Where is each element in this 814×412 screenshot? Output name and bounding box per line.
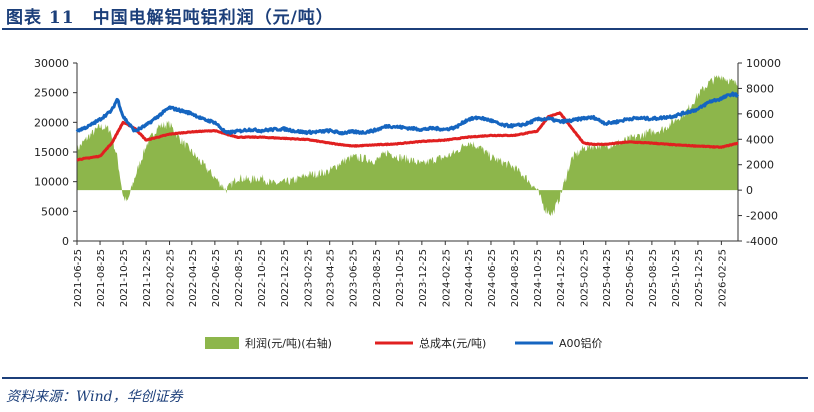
x-tick-label: 2025-10-25 <box>671 249 682 307</box>
left-tick-label: 0 <box>62 235 69 248</box>
x-tick-label: 2022-02-25 <box>166 249 177 307</box>
x-tick-label: 2023-04-25 <box>326 249 337 307</box>
legend-label: 总成本(元/吨) <box>419 336 486 350</box>
x-tick-label: 2021-10-25 <box>119 249 130 307</box>
x-tick-label: 2022-04-25 <box>188 249 199 307</box>
title-divider <box>2 28 808 30</box>
x-tick-label: 2021-06-25 <box>73 249 84 307</box>
x-tick-label: 2022-08-25 <box>234 249 245 307</box>
x-tick-label: 2022-10-25 <box>257 249 268 307</box>
right-tick-label: 0 <box>746 184 753 197</box>
x-tick-label: 2023-10-25 <box>395 249 406 307</box>
source-note: 资料来源：Wind，华创证券 <box>6 389 183 405</box>
left-tick-label: 25000 <box>34 87 69 100</box>
right-tick-label: -2000 <box>746 210 778 223</box>
x-tick-label: 2024-06-25 <box>487 249 498 307</box>
right-tick-label: 10000 <box>746 57 781 70</box>
legend-swatch-profit <box>205 337 239 349</box>
tick-labels-layer: 050001000015000200002500030000-4000-2000… <box>34 57 781 307</box>
profit-area-layer <box>77 75 738 217</box>
x-tick-label: 2022-06-25 <box>211 249 222 307</box>
x-tick-label: 2023-02-25 <box>303 249 314 307</box>
x-tick-label: 2024-04-25 <box>464 249 475 307</box>
lines-layer <box>75 91 740 162</box>
legend: 利润(元/吨)(右轴) 总成本(元/吨) A00铝价 <box>205 336 603 350</box>
x-tick-label: 2024-08-25 <box>510 249 521 307</box>
x-tick-label: 2026-02-25 <box>717 249 728 307</box>
x-tick-label: 2024-02-25 <box>441 249 452 307</box>
total-cost-line <box>76 111 739 162</box>
right-tick-label: 4000 <box>746 133 774 146</box>
right-tick-label: 2000 <box>746 159 774 172</box>
x-tick-label: 2023-08-25 <box>372 249 383 307</box>
a00-price-line <box>75 91 740 136</box>
x-tick-label: 2025-04-25 <box>602 249 613 307</box>
right-tick-label: 8000 <box>746 82 774 95</box>
x-tick-label: 2021-12-25 <box>142 249 153 307</box>
x-tick-label: 2024-12-25 <box>556 249 567 307</box>
x-tick-label: 2024-10-25 <box>533 249 544 307</box>
x-tick-label: 2021-08-25 <box>96 249 107 307</box>
figure-title: 图表 11 中国电解铝吨铝利润（元/吨） <box>6 8 334 28</box>
left-tick-label: 5000 <box>41 205 69 218</box>
footer-divider <box>2 377 808 379</box>
legend-label: A00铝价 <box>559 336 603 350</box>
x-tick-label: 2022-12-25 <box>280 249 291 307</box>
right-tick-label: 6000 <box>746 108 774 121</box>
left-tick-label: 30000 <box>34 57 69 70</box>
x-tick-label: 2025-08-25 <box>648 249 659 307</box>
x-tick-label: 2023-06-25 <box>349 249 360 307</box>
x-tick-label: 2023-12-25 <box>418 249 429 307</box>
left-tick-label: 15000 <box>34 146 69 159</box>
left-tick-label: 10000 <box>34 176 69 189</box>
legend-label: 利润(元/吨)(右轴) <box>245 336 332 350</box>
x-tick-label: 2025-06-25 <box>625 249 636 307</box>
left-tick-label: 20000 <box>34 116 69 129</box>
right-tick-label: -4000 <box>746 235 778 248</box>
x-tick-label: 2025-12-25 <box>694 249 705 307</box>
profit-area <box>77 75 738 217</box>
axes-layer <box>73 62 742 245</box>
x-tick-label: 2025-02-25 <box>580 249 591 307</box>
